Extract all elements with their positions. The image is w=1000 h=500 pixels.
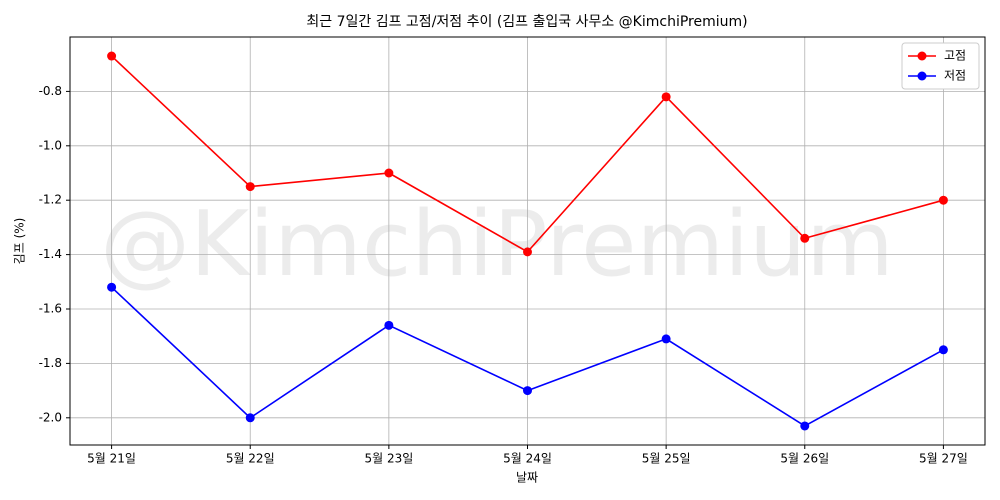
x-tick-label: 5월 26일	[780, 452, 829, 466]
x-tick-label: 5월 23일	[364, 452, 413, 466]
x-tick-label: 5월 21일	[87, 452, 136, 466]
y-tick-label: -1.8	[39, 356, 62, 370]
x-tick-label: 5월 25일	[642, 452, 691, 466]
y-tick-label: -1.6	[39, 302, 62, 316]
plot-frame	[69, 36, 986, 446]
data-point	[661, 92, 671, 102]
data-point	[384, 320, 394, 330]
legend-label: 저점	[944, 69, 966, 83]
data-point	[938, 195, 948, 205]
data-point	[107, 51, 117, 61]
data-point	[245, 182, 255, 192]
x-tick-label: 5월 27일	[919, 452, 968, 466]
legend-box	[901, 42, 980, 90]
y-tick-label: -1.2	[39, 193, 62, 207]
y-axis-label: 김프 (%)	[13, 218, 27, 265]
data-point	[523, 386, 532, 396]
y-tick-label: -2.0	[39, 410, 62, 424]
y-tick-label: -1.4	[39, 247, 62, 261]
x-tick-label: 5월 22일	[226, 452, 275, 466]
data-point	[523, 247, 532, 257]
data-point	[384, 168, 394, 178]
y-tick-label: -0.8	[39, 84, 62, 98]
x-axis-label: 날짜	[516, 471, 538, 485]
data-point	[800, 233, 810, 243]
legend-marker	[917, 71, 927, 81]
chart-title: 최근 7일간 김프 고점/저점 추이 (김프 출입국 사무소 @KimchiPr…	[306, 14, 747, 30]
data-point	[661, 334, 671, 344]
data-point	[245, 413, 255, 423]
data-point	[938, 345, 948, 355]
data-point	[800, 421, 810, 431]
legend-marker	[917, 51, 927, 61]
x-tick-label: 5월 24일	[503, 452, 552, 466]
legend-label: 고점	[944, 49, 966, 63]
watermark: @KimchiPremium	[100, 192, 894, 297]
y-tick-label: -1.0	[39, 138, 62, 152]
data-point	[107, 282, 117, 292]
